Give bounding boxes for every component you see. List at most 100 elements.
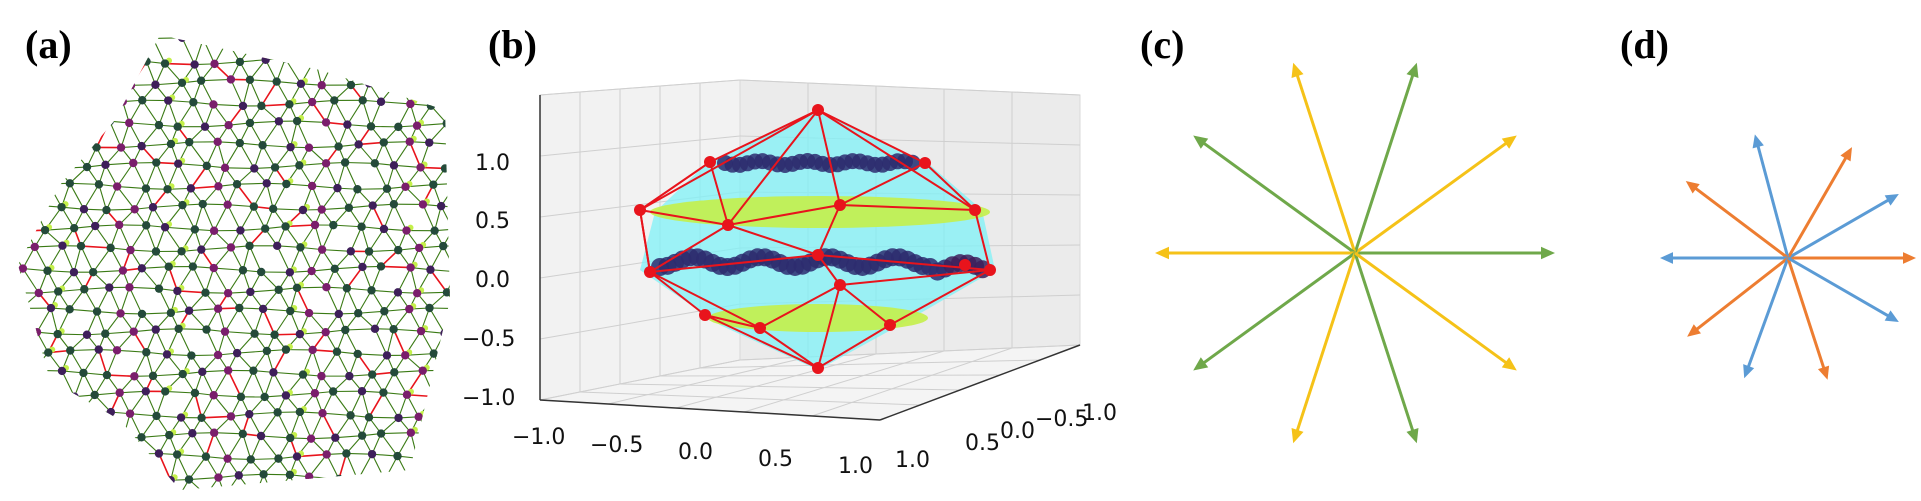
tiling-node	[436, 201, 446, 211]
tiling-edge	[422, 39, 442, 44]
polyhedron-vertex	[812, 249, 824, 261]
tiling-edge	[332, 391, 352, 416]
tiling-edge	[153, 37, 183, 40]
tiling-node	[332, 347, 342, 356]
tiling-edge	[236, 182, 267, 185]
tiling-edge	[443, 414, 450, 436]
tiling-node	[344, 203, 354, 212]
tiling-yellow-node	[418, 452, 425, 459]
polyhedron-edge	[839, 162, 926, 206]
tiling-edge	[152, 35, 169, 39]
tiling-edge	[155, 496, 179, 498]
tiling-node	[112, 182, 122, 191]
tiling-node	[455, 470, 463, 478]
tiling-edges	[0, 35, 450, 498]
tiling-node	[188, 262, 198, 271]
tiling-node	[406, 263, 415, 272]
panel-b-3d-plot: 1.0 0.5 0.0 −0.5 −1.0 −1.0 −0.5 0.0 0.5 …	[462, 79, 1117, 479]
tiling-edge	[141, 267, 160, 290]
tiling-node	[90, 390, 99, 400]
vector-arrowhead	[1291, 427, 1304, 444]
tiling-edge	[308, 476, 326, 490]
tiling-edge	[236, 183, 255, 208]
tiling-yellow-node	[47, 100, 54, 107]
tiling-edge	[118, 58, 147, 63]
tiling-node	[307, 97, 317, 107]
tiling-node	[199, 35, 208, 43]
tiling-edge	[119, 453, 131, 478]
tiling-edge	[242, 433, 252, 460]
tiling-edge	[371, 266, 382, 291]
tiling-edge	[410, 267, 418, 294]
tiling-node	[418, 366, 427, 375]
tiling-edge	[308, 454, 328, 478]
tiling-edge	[80, 245, 111, 249]
tiling-edge	[21, 476, 37, 490]
tiling-edge	[1, 479, 13, 495]
tiling-edge	[236, 333, 255, 354]
tiling-node	[274, 285, 283, 294]
y-tick: 1.0	[1082, 401, 1117, 426]
tiling-edge	[446, 459, 450, 475]
tiling-edge	[200, 80, 214, 105]
tiling-node	[141, 221, 151, 230]
tiling-edge	[2, 103, 9, 127]
tiling-edge	[69, 473, 98, 476]
tiling-node	[221, 491, 229, 499]
tiling-node	[137, 433, 146, 442]
tiling-node	[402, 226, 411, 235]
tiling-edge	[321, 412, 336, 439]
tiling-node	[296, 497, 304, 501]
tiling-edge	[201, 371, 215, 396]
tiling-node	[317, 371, 326, 381]
tiling-edge	[58, 122, 71, 147]
tiling-edge	[314, 58, 334, 62]
tiling-node	[116, 309, 125, 318]
tiling-node	[54, 118, 63, 127]
tiling-edge	[312, 349, 322, 377]
tiling-node	[429, 349, 438, 358]
polyhedron-edge	[817, 324, 891, 369]
tiling-edge	[442, 59, 450, 80]
tiling-edge	[224, 307, 240, 332]
tiling-node	[461, 164, 469, 172]
tiling-node	[283, 16, 291, 24]
tiling-edge	[333, 224, 362, 228]
polyhedron-edge	[727, 204, 841, 226]
tiling-node	[295, 407, 305, 417]
tiling-edge	[214, 61, 240, 65]
tiling-edge	[264, 372, 274, 398]
tiling-node	[354, 140, 363, 149]
vector-arrow	[1353, 252, 1415, 434]
tiling-edge	[302, 40, 323, 44]
z-tick: −0.5	[462, 327, 515, 352]
tiling-edge	[338, 453, 348, 480]
polyhedron-edge	[639, 109, 819, 211]
tiling-edge	[324, 478, 340, 490]
tiling-edge	[18, 417, 23, 434]
tiling-node	[209, 428, 219, 437]
tiling-edge	[308, 312, 327, 333]
tiling-node	[223, 366, 233, 375]
tiling-edge	[321, 224, 334, 250]
tiling-yellow-node	[169, 16, 175, 22]
tiling-node	[69, 223, 79, 233]
tiling-node	[448, 224, 450, 234]
tiling-edge	[0, 394, 11, 418]
tiling-node	[82, 162, 92, 172]
tiling-node	[130, 372, 139, 381]
tiling-node	[214, 13, 222, 21]
tiling-edge	[62, 411, 82, 415]
tiling-edge	[202, 35, 220, 40]
polyhedron-vertex	[722, 219, 734, 231]
tiling-edge	[213, 103, 244, 107]
polyhedron-edge	[817, 109, 841, 206]
tiling-node	[54, 287, 63, 296]
tiling-node	[198, 367, 207, 377]
tiling-edge	[430, 79, 444, 106]
tiling-node	[200, 122, 210, 131]
tiling-node	[415, 75, 424, 84]
tiling-edge	[419, 79, 432, 106]
tiling-edge	[165, 226, 195, 230]
tiling-node	[114, 55, 123, 64]
